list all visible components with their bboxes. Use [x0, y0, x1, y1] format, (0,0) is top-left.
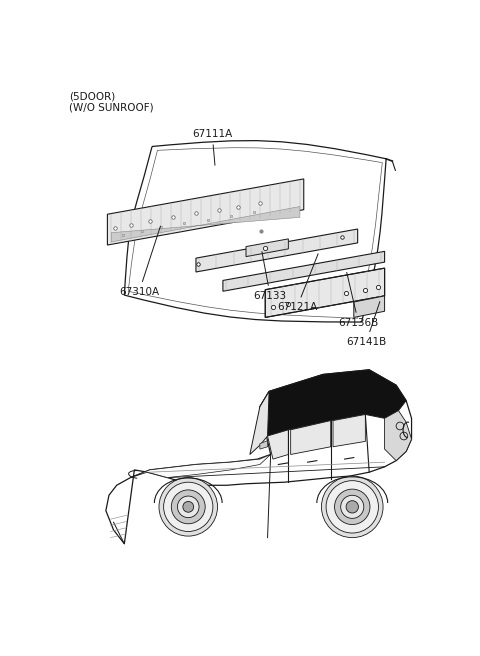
Polygon shape — [384, 411, 411, 461]
PathPatch shape — [124, 140, 386, 322]
Circle shape — [346, 501, 359, 513]
Text: (5DOOR)
(W/O SUNROOF): (5DOOR) (W/O SUNROOF) — [69, 91, 154, 113]
Polygon shape — [106, 370, 411, 544]
Polygon shape — [111, 207, 300, 242]
Text: 67141B: 67141B — [346, 302, 386, 347]
Circle shape — [171, 490, 205, 523]
Text: 67310A: 67310A — [119, 226, 160, 297]
Polygon shape — [267, 430, 288, 459]
Polygon shape — [131, 455, 271, 478]
Polygon shape — [291, 420, 331, 455]
Text: 67136B: 67136B — [338, 272, 379, 328]
Text: 67111A: 67111A — [192, 129, 232, 165]
Polygon shape — [246, 239, 288, 256]
Circle shape — [178, 496, 199, 518]
Polygon shape — [265, 268, 384, 318]
Polygon shape — [108, 179, 304, 245]
Polygon shape — [354, 296, 384, 318]
Polygon shape — [333, 415, 365, 447]
Polygon shape — [196, 229, 358, 272]
Circle shape — [322, 476, 383, 538]
Polygon shape — [223, 251, 384, 291]
Polygon shape — [250, 392, 269, 455]
Circle shape — [159, 478, 217, 536]
Circle shape — [335, 489, 370, 525]
Circle shape — [183, 501, 193, 512]
Circle shape — [164, 482, 213, 531]
Circle shape — [326, 481, 378, 533]
Polygon shape — [260, 370, 406, 436]
Text: 67121A: 67121A — [277, 254, 318, 312]
Circle shape — [341, 495, 364, 518]
Polygon shape — [260, 441, 267, 449]
Text: 67133: 67133 — [254, 252, 287, 301]
